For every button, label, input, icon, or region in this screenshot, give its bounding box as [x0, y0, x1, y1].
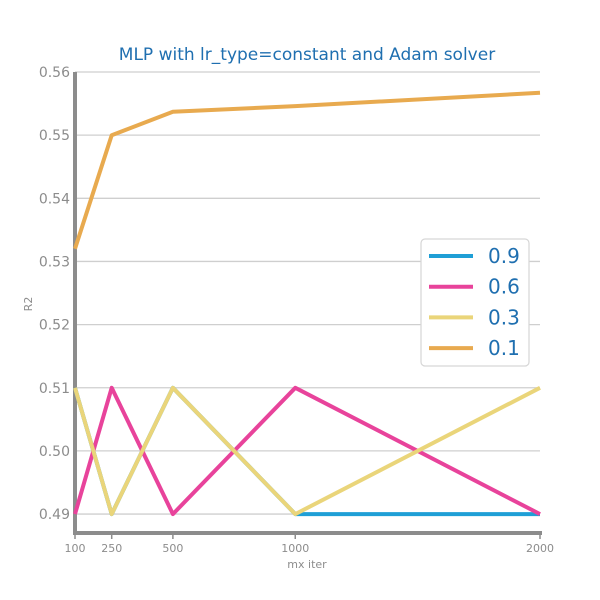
- legend-label: 0.6: [488, 275, 520, 299]
- y-tick-label: 0.53: [39, 254, 70, 270]
- gridlines: [75, 71, 540, 515]
- series-line-0-6: [73, 385, 541, 517]
- series-line-0-3: [73, 385, 541, 517]
- legend-box: [420, 238, 530, 367]
- series-lines: [73, 90, 541, 517]
- legend-label: 0.3: [488, 305, 520, 329]
- legend-label: 0.9: [488, 244, 520, 268]
- y-tick-label: 0.51: [39, 381, 70, 397]
- y-tick-label: 0.54: [39, 191, 70, 207]
- y-tick-label: 0.56: [39, 65, 70, 81]
- x-tick-labels: 100 250 500 1000 2000: [65, 533, 554, 555]
- legend-label: 0.1: [488, 336, 520, 360]
- y-tick-labels: 0.49 0.50 0.51 0.52 0.53 0.54 0.55 0.56: [39, 65, 70, 523]
- chart-title: MLP with lr_type=constant and Adam solve…: [119, 45, 495, 65]
- x-tick-label: 2000: [526, 542, 554, 555]
- y-tick-label: 0.50: [39, 444, 70, 460]
- x-tick-label: 250: [101, 542, 122, 555]
- legend: 0.9 0.6 0.3 0.1: [420, 238, 530, 367]
- y-tick-label: 0.52: [39, 318, 70, 334]
- series-line-0-1: [73, 90, 541, 250]
- y-axis-label: R2: [22, 297, 35, 312]
- x-tick-label: 100: [65, 542, 86, 555]
- y-tick-label: 0.55: [39, 128, 70, 144]
- axes: [73, 72, 542, 535]
- x-tick-label: 1000: [281, 542, 309, 555]
- y-tick-label: 0.49: [39, 507, 70, 523]
- x-axis-label: mx iter: [287, 558, 327, 571]
- x-tick-label: 500: [162, 542, 183, 555]
